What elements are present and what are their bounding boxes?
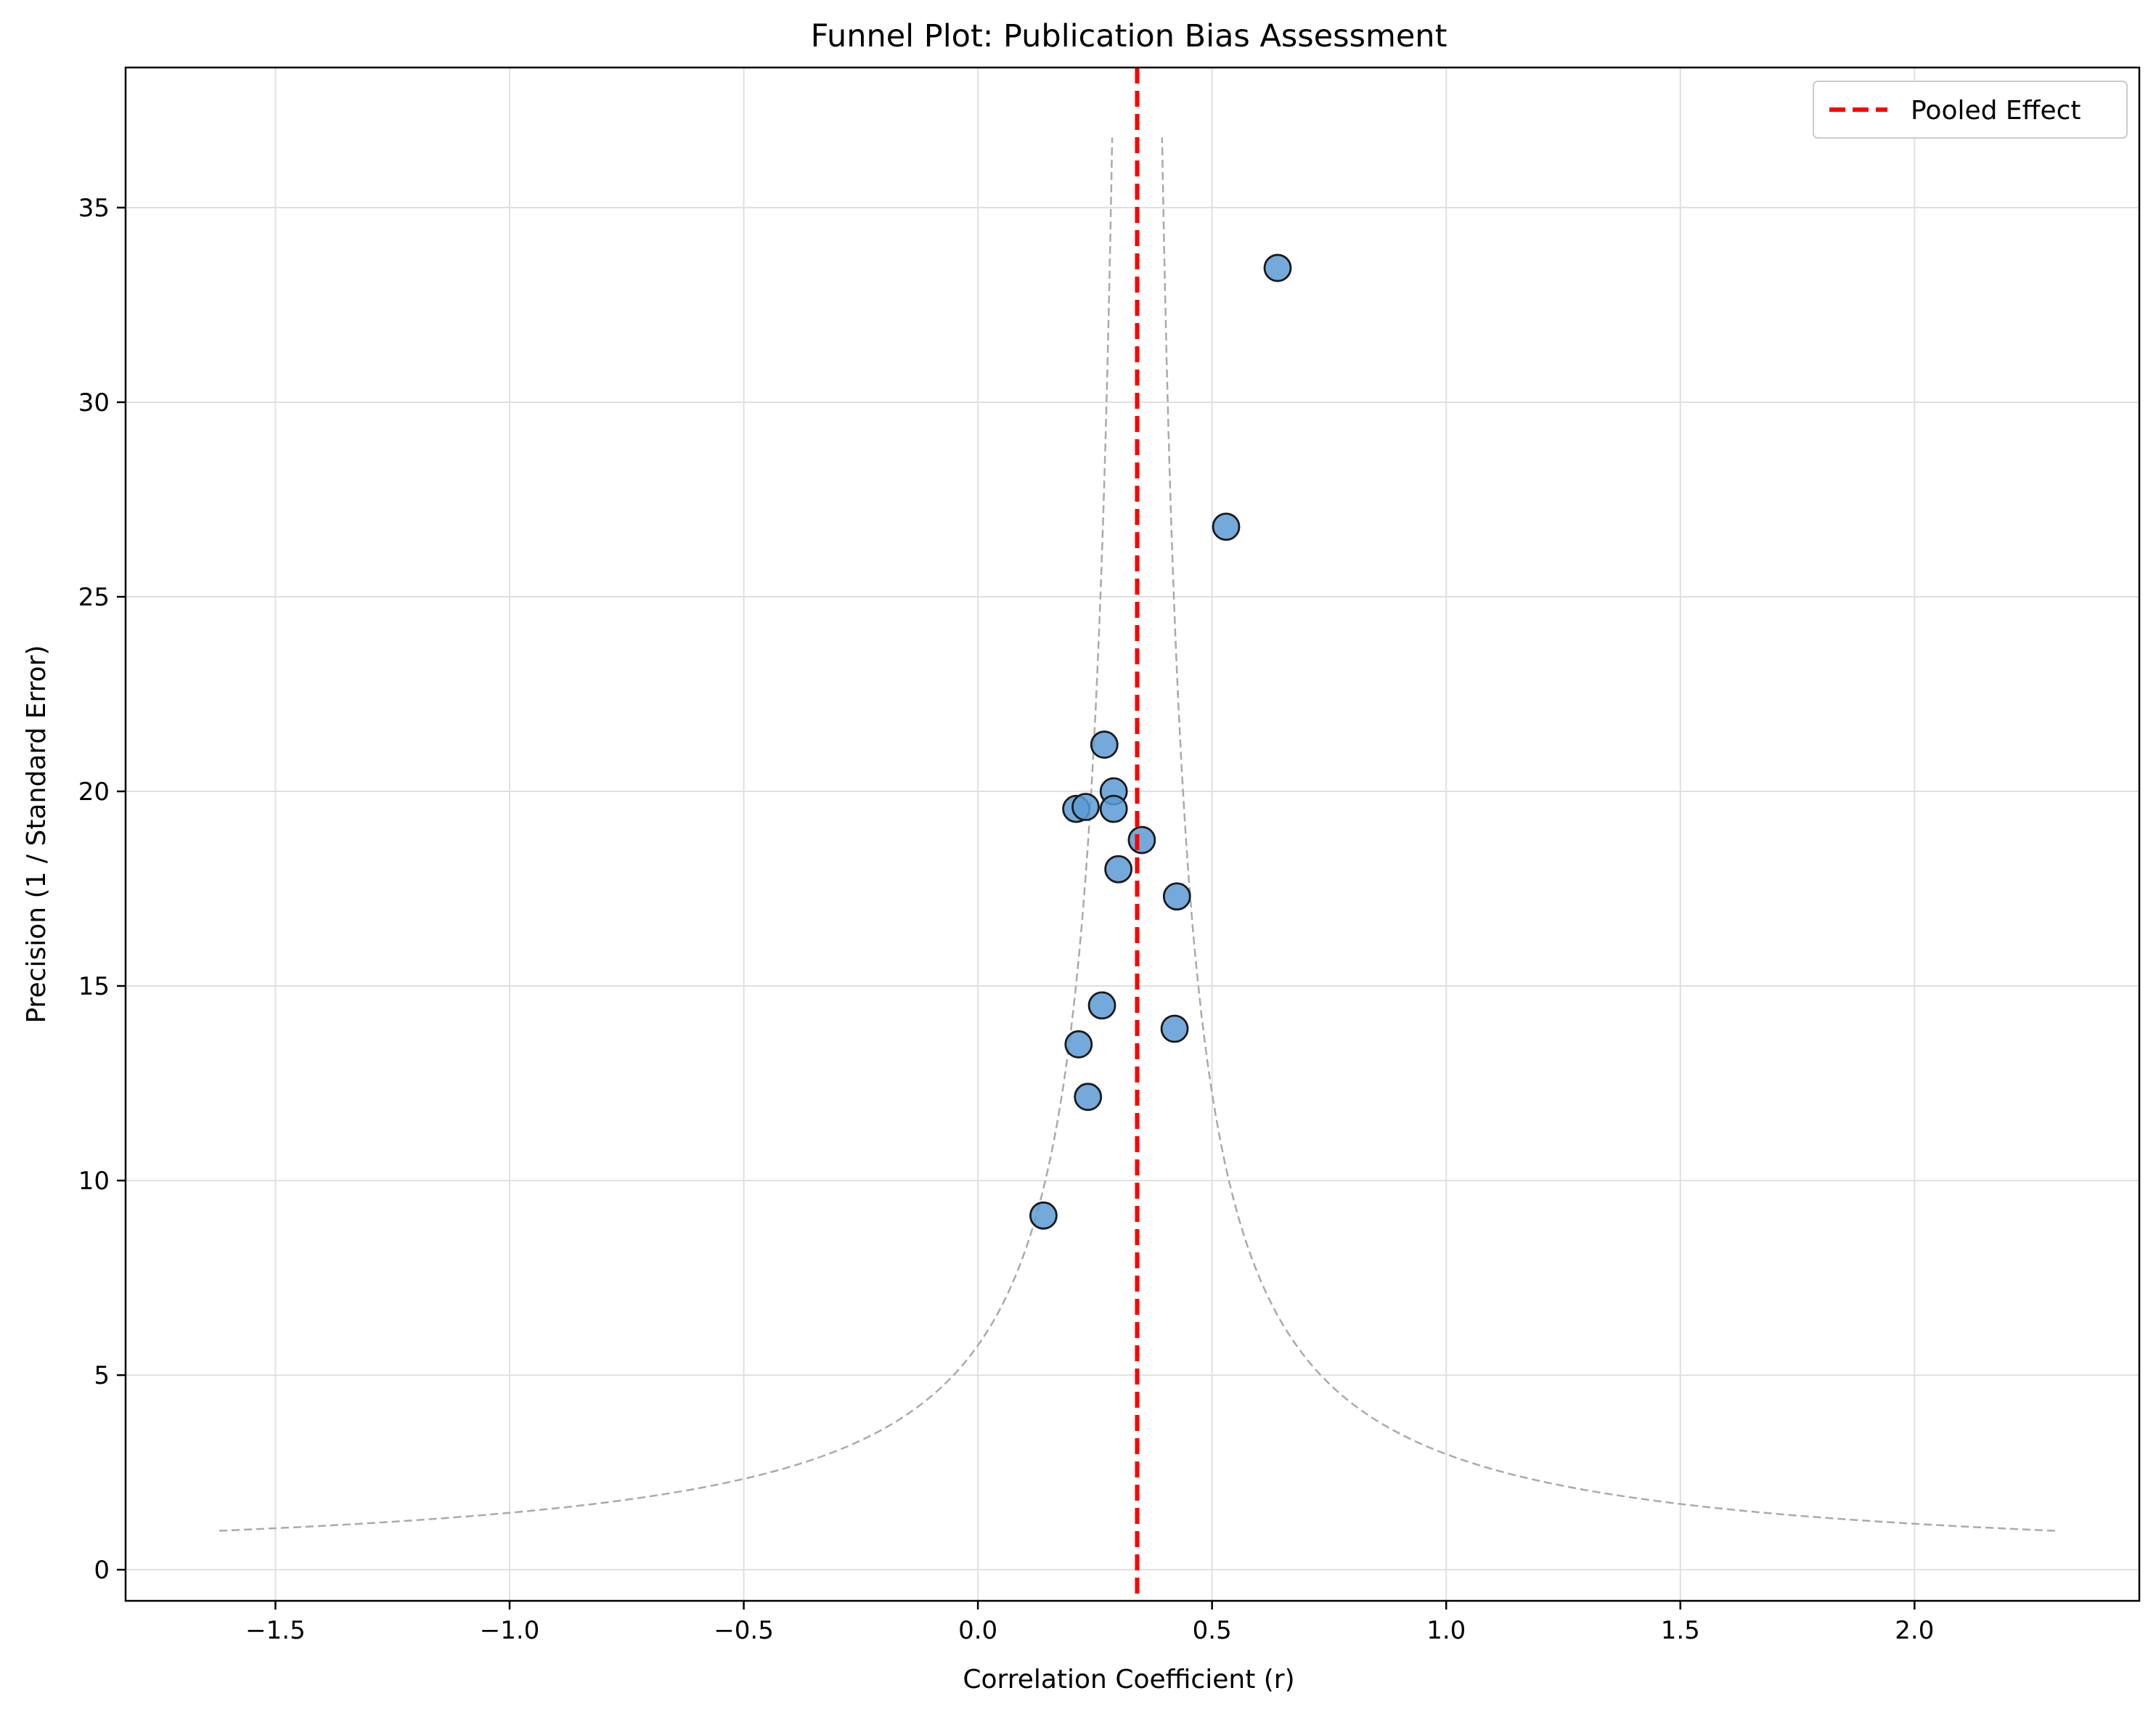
data-point — [1071, 793, 1100, 821]
data-point — [1212, 513, 1241, 541]
y-tick-label: 0 — [94, 1556, 110, 1585]
y-tick-label: 25 — [78, 583, 110, 612]
y-axis-label: Precision (1 / Standard Error) — [22, 645, 52, 1023]
data-point — [1263, 253, 1292, 282]
y-tick-label: 5 — [94, 1361, 110, 1390]
data-point — [1074, 1082, 1103, 1112]
data-point — [1099, 794, 1128, 823]
funnel-left-line — [219, 137, 1114, 1532]
data-point — [1090, 730, 1119, 759]
y-tick-label: 10 — [78, 1167, 110, 1196]
data-point — [1162, 882, 1191, 911]
grid — [126, 68, 2139, 1601]
x-tick-label: −0.5 — [714, 1616, 774, 1645]
funnel-right-line — [1161, 137, 2055, 1532]
chart-title: Funnel Plot: Publication Bias Assessment — [811, 18, 1447, 54]
x-tick-label: 2.0 — [1895, 1616, 1934, 1645]
y-tick-label: 35 — [78, 194, 110, 223]
data-points — [1029, 253, 1292, 1230]
x-tick-label: −1.0 — [480, 1616, 540, 1645]
x-tick-label: −1.5 — [245, 1616, 306, 1645]
funnel-lines — [219, 137, 2055, 1532]
x-axis-label: Correlation Coefficient (r) — [963, 1665, 1294, 1694]
y-tick-label: 30 — [78, 388, 110, 417]
x-tick-label: 0.5 — [1193, 1616, 1232, 1645]
legend: Pooled Effect — [1813, 81, 2128, 139]
data-point — [1064, 1030, 1093, 1059]
x-axis-ticks: −1.5 −1.0 −0.5 0.0 0.5 1.0 1.5 2.0 — [245, 1601, 1934, 1645]
data-point — [1087, 991, 1116, 1020]
x-tick-label: 1.0 — [1426, 1616, 1466, 1645]
data-point — [1029, 1201, 1058, 1230]
x-tick-label: 0.0 — [958, 1616, 997, 1645]
data-point — [1104, 855, 1133, 884]
legend-pooled-effect-label: Pooled Effect — [1911, 96, 2081, 126]
y-axis-ticks: 0 5 10 15 20 25 30 35 — [78, 194, 126, 1585]
x-tick-label: 1.5 — [1661, 1616, 1700, 1645]
data-point — [1160, 1014, 1189, 1043]
y-tick-label: 20 — [78, 778, 110, 807]
legend-box — [1813, 81, 2128, 139]
plot-area-frame — [124, 66, 2141, 1602]
y-tick-label: 15 — [78, 972, 110, 1001]
data-point — [1127, 825, 1156, 855]
